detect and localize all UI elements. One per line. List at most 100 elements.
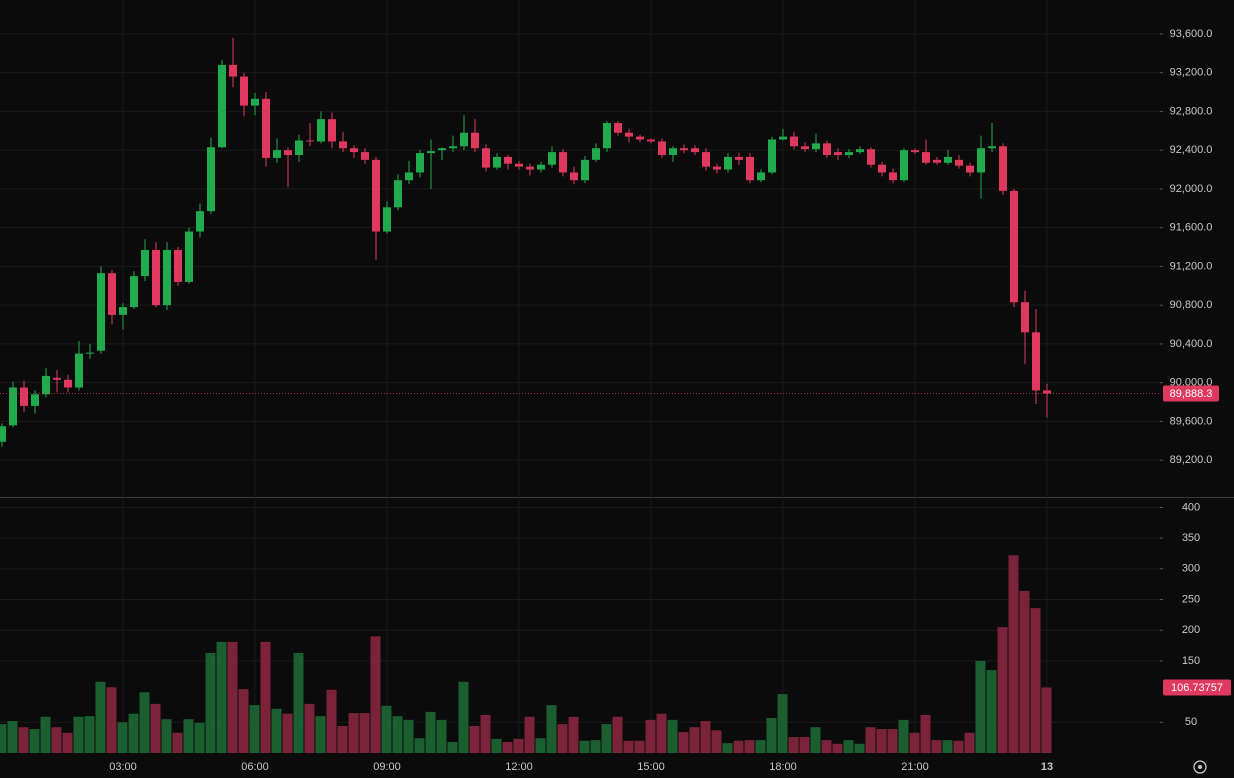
volume-bar (997, 627, 1008, 753)
candle-body (339, 141, 347, 149)
candle-body (537, 164, 545, 170)
candle-body (86, 352, 94, 354)
y-tick-label: 50 (1185, 716, 1197, 728)
y-tick-label: 350 (1182, 532, 1200, 544)
candle-body (372, 159, 380, 232)
volume-bar (843, 740, 854, 753)
candle-body (757, 172, 765, 181)
volume-bar (381, 705, 392, 753)
volume-bar (150, 703, 161, 753)
volume-bar (678, 732, 689, 753)
candle-body (845, 152, 853, 156)
x-tick-label: 15:00 (637, 761, 665, 773)
volume-bar (667, 719, 678, 753)
candle-body (75, 353, 83, 388)
volume-bar (326, 689, 337, 753)
candle-body (130, 276, 138, 308)
y-tick-label: 92,400.0 (1170, 144, 1213, 156)
y-tick-label: 91,200.0 (1170, 260, 1213, 272)
candle-body (53, 377, 61, 380)
volume-bar (84, 716, 95, 753)
y-tick-label: 92,000.0 (1170, 183, 1213, 195)
volume-bar (799, 737, 810, 753)
volume-bar (1019, 590, 1030, 753)
candle-body (493, 156, 501, 168)
last-price-badge (1163, 385, 1219, 402)
candle-body (207, 147, 215, 212)
candle-body (977, 148, 985, 173)
volume-bar (7, 721, 18, 753)
y-tick-label: 91,600.0 (1170, 222, 1213, 234)
volume-bar (524, 716, 535, 753)
volume-bar (447, 741, 458, 753)
candle-body (647, 139, 655, 142)
candle-body (823, 143, 831, 156)
volume-bar (117, 722, 128, 753)
candle-body (240, 76, 248, 106)
volume-bar (205, 652, 216, 753)
volume-bar (370, 636, 381, 753)
last-price-label: 89,888.3 (1170, 388, 1213, 400)
candle-body (867, 149, 875, 165)
volume-bar (337, 725, 348, 753)
candle-body (944, 156, 952, 163)
volume-bar (788, 737, 799, 753)
volume-bar (491, 738, 502, 753)
candle-body (273, 150, 281, 158)
x-tick-label: 09:00 (373, 761, 401, 773)
candle-body (812, 143, 820, 150)
candle-body (636, 136, 644, 140)
candle-body (988, 146, 996, 149)
candle-body (680, 148, 688, 151)
volume-bar (1008, 555, 1019, 753)
candle-body (284, 150, 292, 156)
x-tick-label: 18:00 (769, 761, 797, 773)
settings-dot[interactable] (1198, 765, 1202, 769)
volume-bar (1041, 687, 1052, 753)
y-tick-label: 93,600.0 (1170, 28, 1213, 40)
volume-bar (469, 725, 480, 753)
candle-body (306, 140, 314, 142)
candle-body (581, 159, 589, 181)
volume-bar (29, 729, 40, 753)
candle-body (416, 153, 424, 173)
candle-body (97, 273, 105, 351)
candle-body (405, 172, 413, 181)
candle-body (174, 249, 182, 282)
volume-bar (392, 716, 403, 753)
last-volume-label: 106.73757 (1171, 682, 1223, 694)
candle-body (229, 64, 237, 77)
candle-body (548, 152, 556, 165)
volume-bar (172, 732, 183, 753)
candle-body (911, 150, 919, 153)
candle-body (603, 123, 611, 149)
candle-body (218, 64, 226, 148)
volume-bar (502, 741, 513, 753)
settings-ring[interactable] (1193, 760, 1207, 774)
volume-bar (810, 727, 821, 753)
x-tick-label: 13 (1041, 761, 1053, 773)
volume-bar (579, 740, 590, 753)
candle-body (1043, 390, 1051, 394)
y-tick-label: 250 (1182, 593, 1200, 605)
volume-bar (260, 641, 271, 753)
volume-bar (744, 740, 755, 753)
candle-body (900, 150, 908, 181)
volume-bar (40, 716, 51, 753)
volume-bar (634, 740, 645, 753)
volume-bar (414, 738, 425, 753)
candle-body (933, 159, 941, 163)
settings-icon[interactable] (1193, 760, 1207, 774)
candle-body (669, 148, 677, 156)
candle-body (515, 163, 523, 167)
candle-body (31, 394, 39, 406)
candle-body (1010, 190, 1018, 303)
candle-body (20, 387, 28, 406)
volume-bar (821, 740, 832, 753)
y-tick-label: 92,800.0 (1170, 105, 1213, 117)
x-tick-label: 03:00 (109, 761, 137, 773)
volume-bar (590, 740, 601, 753)
candle-body (471, 132, 479, 149)
volume-bar (18, 727, 29, 753)
